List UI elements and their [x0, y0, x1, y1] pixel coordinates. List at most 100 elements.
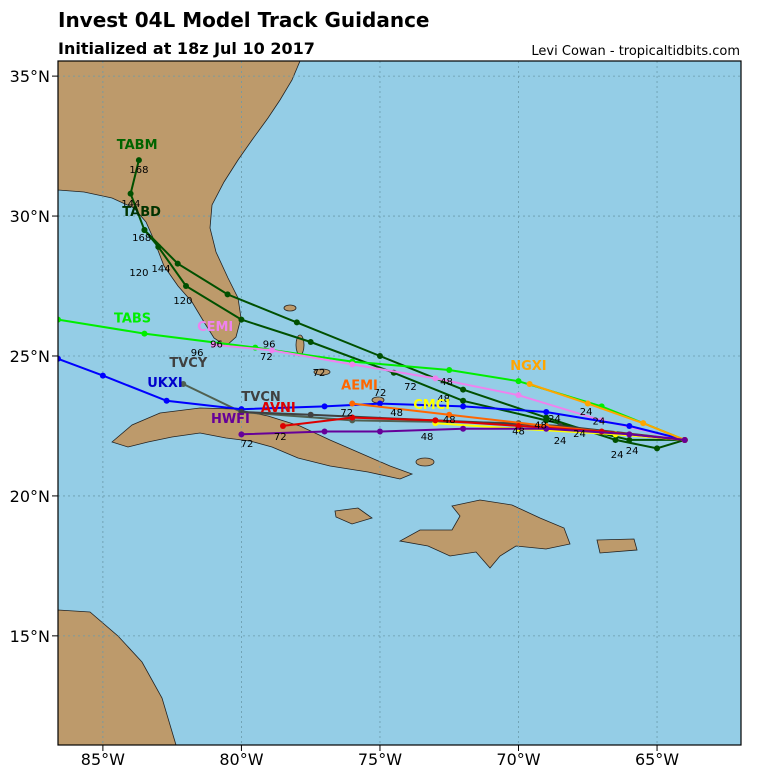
track-point — [155, 243, 162, 250]
model-label: AEMI — [341, 379, 378, 394]
model-track — [129, 159, 686, 450]
model-label: CMCI — [413, 398, 450, 413]
subtitle: Initialized at 18z Jul 10 2017 — [58, 39, 315, 58]
track-point — [543, 417, 550, 424]
track-point — [349, 400, 356, 407]
track-point — [141, 227, 148, 234]
track-point — [210, 341, 217, 348]
track-point — [526, 380, 533, 387]
forecast-hour-label: 96 — [210, 340, 223, 351]
forecast-hour-label: 72 — [260, 352, 273, 363]
track-point — [460, 397, 467, 404]
forecast-hour-label: 24 — [573, 429, 586, 440]
track-point — [432, 417, 439, 424]
track-point — [626, 422, 633, 429]
forecast-hour-label: 72 — [340, 408, 353, 419]
forecast-hour-label: 96 — [191, 348, 204, 359]
model-label: UKXI — [147, 376, 183, 391]
track-point — [183, 283, 190, 290]
island — [283, 304, 297, 312]
jamaica — [334, 507, 373, 525]
track-point — [321, 428, 328, 435]
x-tick-label: 80°W — [219, 750, 263, 768]
track-point — [460, 386, 467, 393]
x-tick-label: 85°W — [81, 750, 125, 768]
model-label: AVNI — [261, 401, 296, 416]
forecast-hour-label: 96 — [263, 340, 276, 351]
frame — [57, 60, 742, 746]
forecast-hour-label: 72 — [274, 432, 287, 443]
track-point — [58, 355, 61, 362]
forecast-hour-label: 24 — [554, 436, 567, 447]
puerto-rico — [596, 538, 638, 554]
forecast-hour-label: 72 — [404, 382, 417, 393]
forecast-hour-label: 48 — [512, 426, 525, 437]
track-point — [515, 378, 522, 385]
credit: Levi Cowan - tropicaltidbits.com — [531, 44, 740, 59]
cuba — [111, 407, 414, 480]
track-point — [268, 347, 275, 354]
track-point — [238, 408, 245, 415]
track-point — [307, 338, 314, 345]
track-point — [446, 366, 453, 373]
track-point — [376, 400, 383, 407]
forecast-hour-label: 48 — [421, 432, 434, 443]
track-point — [58, 316, 61, 323]
track-point — [279, 422, 286, 429]
y-tick-label: 25°N — [10, 347, 50, 366]
track-point — [626, 431, 633, 438]
track-point — [460, 425, 467, 432]
track-point — [432, 375, 439, 382]
forecast-hour-label: 168 — [132, 233, 151, 244]
forecast-hour-label: 144 — [121, 199, 140, 210]
track-point — [626, 436, 633, 443]
model-track — [529, 383, 686, 441]
forecast-hour-label: 48 — [443, 415, 456, 426]
north-america — [58, 61, 301, 347]
model-label: TABM — [117, 138, 158, 153]
forecast-hour-label: 24 — [592, 417, 605, 428]
track-point — [293, 319, 300, 326]
track-point — [654, 445, 661, 452]
track-point — [180, 380, 187, 387]
y-tick-label: 30°N — [10, 207, 50, 226]
forecast-hour-label: 48 — [534, 421, 547, 432]
track-point — [543, 425, 550, 432]
model-label: TVCN — [241, 390, 280, 405]
model-label: HWFI — [211, 412, 250, 427]
x-tick-label: 70°W — [496, 750, 540, 768]
track-point — [141, 330, 148, 337]
track-point — [307, 411, 314, 418]
model-label: CEMI — [197, 320, 233, 335]
track-point — [584, 400, 591, 407]
track-point — [127, 190, 134, 197]
x-tick-label: 75°W — [358, 750, 402, 768]
track-point — [515, 422, 522, 429]
forecast-hour-label: 120 — [173, 296, 192, 307]
y-tick-label: 35°N — [10, 67, 50, 86]
track-point — [238, 431, 245, 438]
island — [313, 368, 331, 376]
track-point — [349, 414, 356, 421]
forecast-hour-label: 72 — [241, 439, 254, 450]
forecast-hour-label: 48 — [440, 377, 453, 388]
model-label: TABS — [114, 311, 151, 326]
model-label: TABD — [122, 205, 161, 220]
track-point — [460, 403, 467, 410]
track-point — [224, 291, 231, 298]
track-point — [163, 397, 170, 404]
model-label: NGXI — [510, 359, 546, 374]
track-point — [515, 392, 522, 399]
model-label: TVCY — [169, 356, 207, 371]
land — [58, 61, 638, 745]
track-point — [376, 428, 383, 435]
x-tick-label: 65°W — [635, 750, 679, 768]
forecast-hour-label: 72 — [374, 388, 387, 399]
track-point — [135, 157, 142, 164]
title: Invest 04L Model Track Guidance — [58, 8, 430, 32]
island — [415, 457, 435, 467]
forecast-hour-label: 144 — [152, 264, 171, 275]
track-point — [446, 411, 453, 418]
